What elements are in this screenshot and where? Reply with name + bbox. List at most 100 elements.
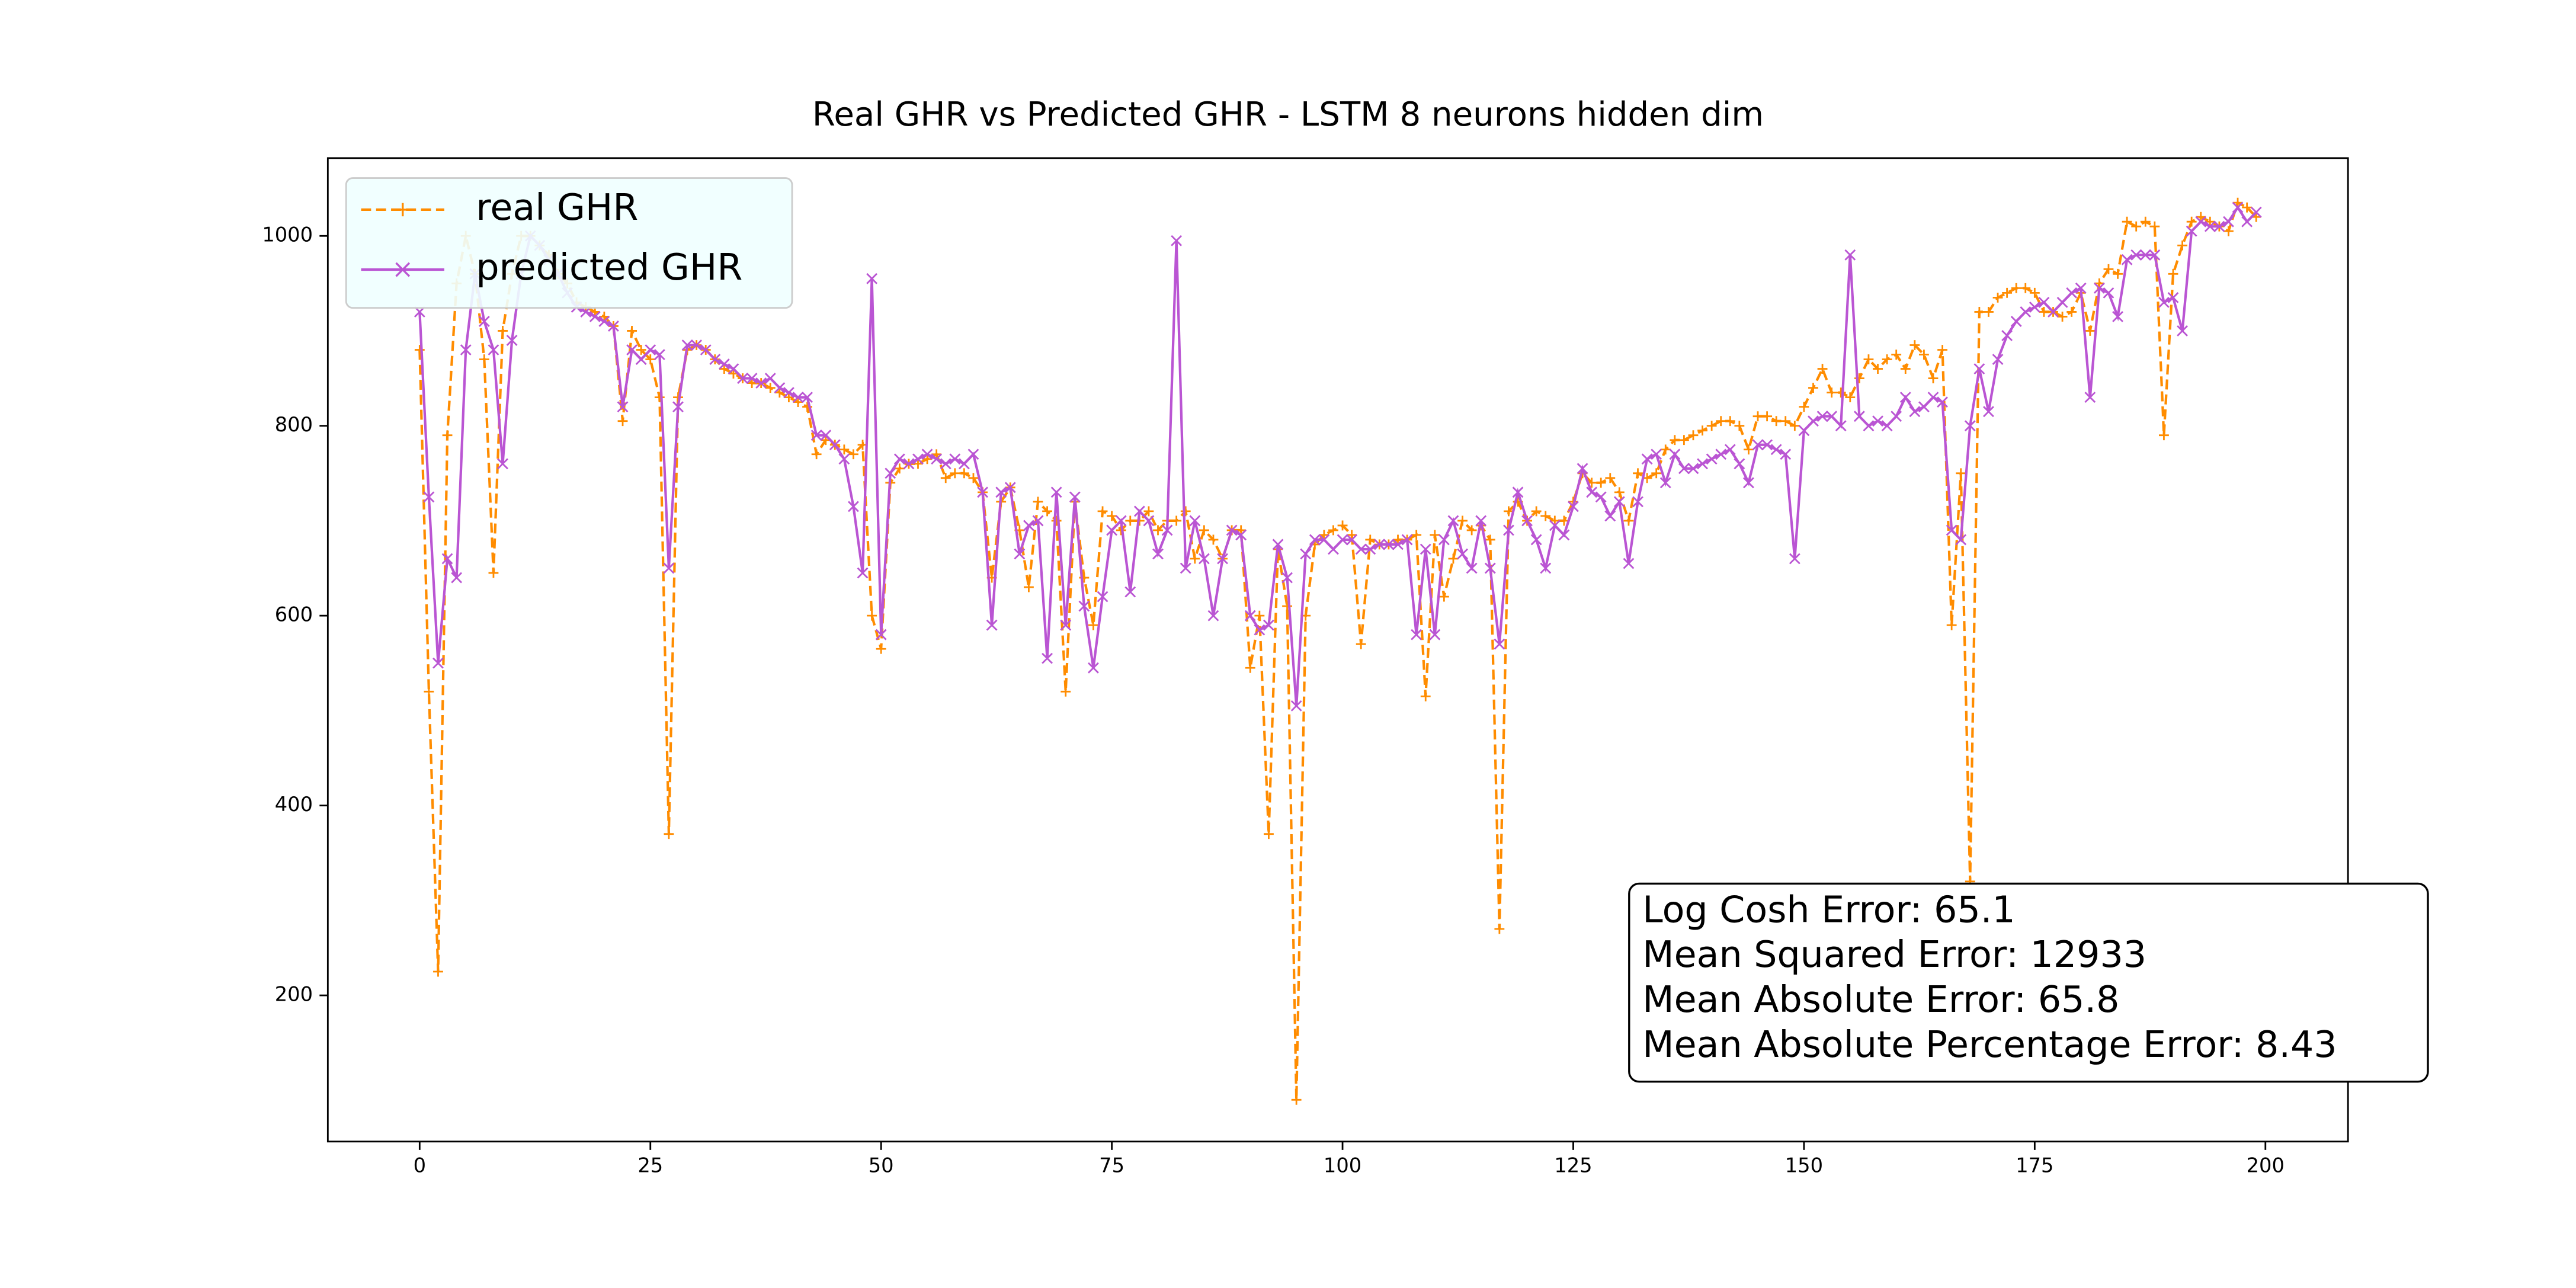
point-marker <box>1050 486 1062 498</box>
point-marker <box>793 397 803 408</box>
point-marker <box>1937 396 1949 408</box>
point-marker <box>1512 486 1524 498</box>
point-marker <box>2139 249 2151 261</box>
point-marker <box>2167 291 2179 303</box>
point-marker <box>1042 652 1053 664</box>
point-marker <box>1401 534 1413 546</box>
point-marker <box>1808 383 1818 393</box>
point-marker <box>1844 249 1856 261</box>
point-marker <box>1420 691 1431 701</box>
point-marker <box>1678 463 1690 475</box>
point-marker <box>1328 525 1338 536</box>
point-marker <box>2121 254 2133 265</box>
point-marker <box>1124 586 1136 598</box>
point-marker <box>441 553 453 565</box>
point-marker <box>1670 435 1680 446</box>
point-marker <box>1984 306 1994 317</box>
point-marker <box>1771 416 1782 427</box>
point-marker <box>1355 543 1367 555</box>
point-marker <box>498 326 508 336</box>
point-marker <box>2122 216 2132 227</box>
point-marker <box>1752 411 1763 422</box>
point-marker <box>1393 534 1403 545</box>
y-tick-label: 600 <box>275 603 313 626</box>
point-marker <box>1457 515 1468 526</box>
x-tick-label: 50 <box>869 1154 894 1177</box>
point-marker <box>451 572 463 584</box>
point-marker <box>2020 283 2031 293</box>
point-marker <box>774 387 785 398</box>
point-marker <box>1780 416 1791 427</box>
point-marker <box>755 377 767 389</box>
point-marker <box>488 344 499 355</box>
point-marker <box>1881 420 1893 432</box>
point-marker <box>2010 316 2022 327</box>
point-marker <box>1364 543 1376 555</box>
point-marker <box>497 458 508 470</box>
point-marker <box>2085 326 2096 336</box>
point-marker <box>442 430 453 441</box>
point-marker <box>1430 530 1440 540</box>
point-marker <box>1438 534 1450 546</box>
point-marker <box>1595 478 1606 488</box>
point-marker <box>1752 439 1764 451</box>
point-marker <box>1300 548 1312 560</box>
point-marker <box>1033 496 1043 507</box>
point-marker <box>746 378 757 389</box>
point-marker <box>1272 539 1284 550</box>
point-marker <box>1789 553 1800 565</box>
point-marker <box>1789 421 1800 431</box>
point-marker <box>2066 287 2078 299</box>
point-marker <box>1734 458 1745 470</box>
point-marker <box>506 335 518 346</box>
point-marker <box>2196 212 2206 222</box>
point-marker <box>1715 448 1727 460</box>
point-marker <box>2149 221 2160 232</box>
point-marker <box>2177 240 2188 251</box>
point-marker <box>414 345 425 355</box>
point-marker <box>2038 296 2050 308</box>
point-marker <box>1540 511 1551 521</box>
point-marker <box>1660 444 1671 455</box>
point-marker <box>2195 216 2207 228</box>
point-marker <box>1504 506 1514 517</box>
point-marker <box>1623 558 1635 569</box>
point-marker <box>2149 249 2161 261</box>
point-marker <box>2204 220 2216 232</box>
y-tick-label: 800 <box>275 413 313 436</box>
point-marker <box>635 354 647 365</box>
point-marker <box>719 364 729 374</box>
point-marker <box>1199 525 1209 536</box>
point-marker <box>1928 373 1939 383</box>
point-marker <box>2131 221 2142 232</box>
x-tick-label: 100 <box>1324 1154 1361 1177</box>
point-marker <box>977 486 988 498</box>
point-marker <box>1189 515 1201 527</box>
legend-marker <box>395 262 411 277</box>
point-marker <box>1107 511 1117 521</box>
point-marker <box>783 387 794 399</box>
point-marker <box>1004 482 1016 494</box>
point-marker <box>2066 306 2077 317</box>
point-marker <box>2232 201 2244 213</box>
annotation-text: Mean Absolute Percentage Error: 8.43 <box>1642 1023 2337 1066</box>
point-marker <box>1263 619 1274 631</box>
point-marker <box>1356 639 1366 649</box>
point-marker <box>1530 534 1542 546</box>
point-marker <box>1678 435 1689 446</box>
point-marker <box>903 458 915 470</box>
point-marker <box>866 273 878 284</box>
legend-label: real GHR <box>476 186 638 229</box>
point-marker <box>1669 448 1681 460</box>
point-marker <box>1143 515 1155 527</box>
point-marker <box>1716 416 1726 427</box>
annotation-box <box>1628 882 2429 1083</box>
point-marker <box>700 344 712 355</box>
point-marker <box>1816 411 1828 422</box>
point-marker <box>2029 301 2040 313</box>
point-marker <box>664 829 674 840</box>
point-marker <box>1475 515 1487 527</box>
point-marker <box>986 619 998 631</box>
point-marker <box>737 373 748 384</box>
